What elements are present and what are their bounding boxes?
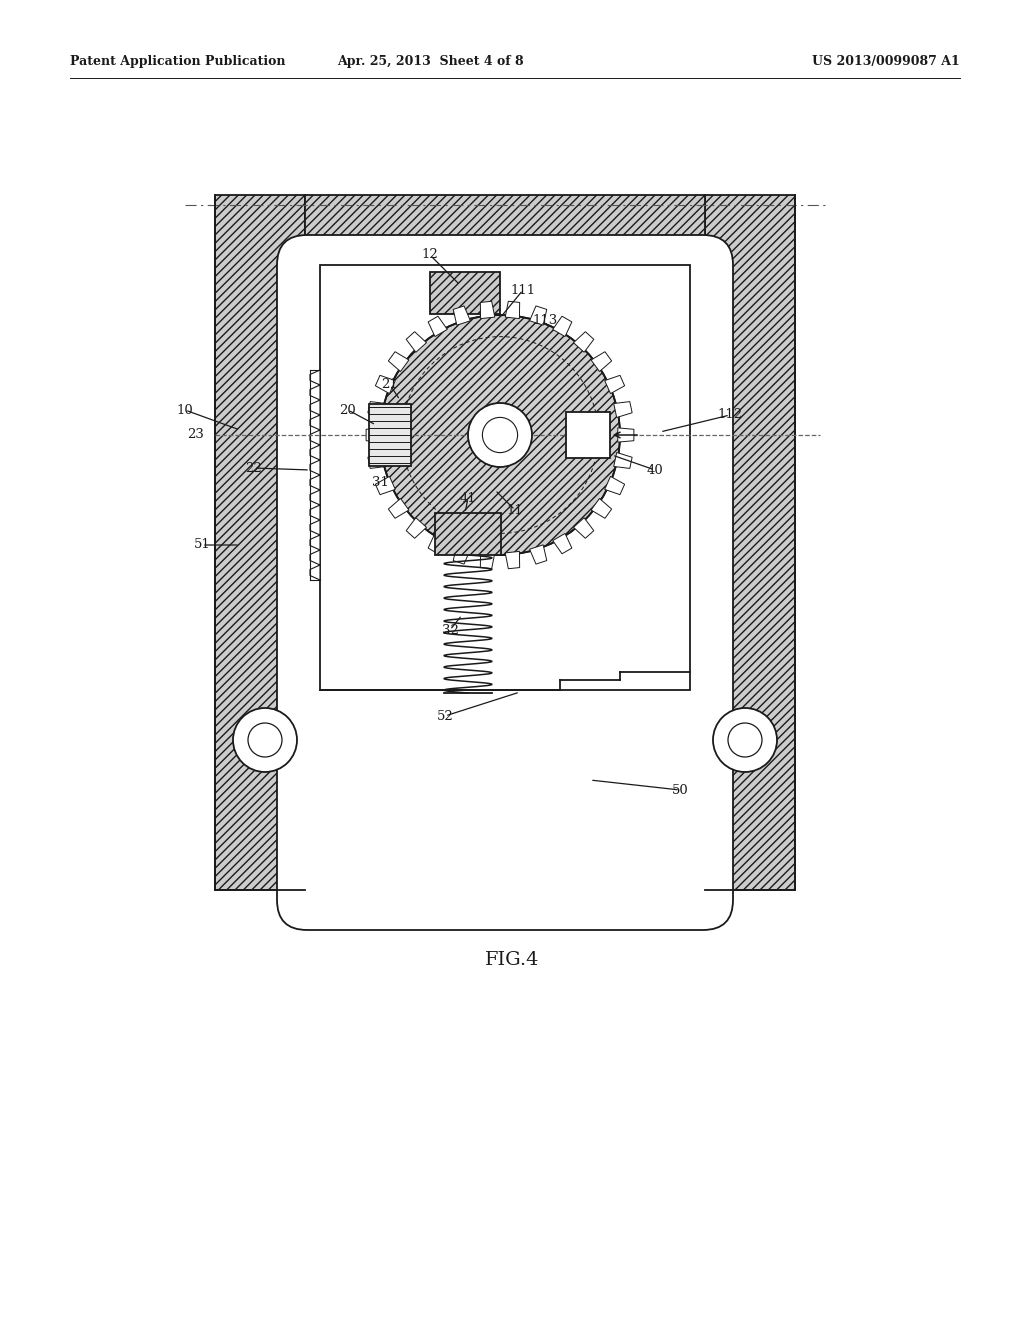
Polygon shape [407, 331, 426, 352]
Polygon shape [428, 533, 447, 554]
Bar [430, 272, 500, 314]
Polygon shape [613, 453, 632, 469]
Polygon shape [310, 370, 319, 385]
Text: 20: 20 [340, 404, 356, 417]
Text: 10: 10 [176, 404, 194, 417]
Bar [305, 195, 705, 271]
Polygon shape [480, 552, 495, 569]
Polygon shape [310, 385, 319, 400]
FancyBboxPatch shape [278, 235, 733, 931]
Polygon shape [310, 490, 319, 506]
Polygon shape [573, 331, 594, 352]
Polygon shape [310, 445, 319, 459]
Bar [369, 404, 411, 466]
Bar [566, 412, 610, 458]
Text: 52: 52 [436, 710, 454, 722]
Text: 113: 113 [532, 314, 558, 326]
Polygon shape [310, 459, 319, 475]
Polygon shape [454, 306, 470, 325]
Text: 11: 11 [507, 503, 523, 516]
Polygon shape [573, 517, 594, 539]
Text: 21: 21 [382, 379, 398, 392]
Text: FIG.4: FIG.4 [484, 950, 540, 969]
Polygon shape [310, 400, 319, 414]
Polygon shape [529, 306, 547, 325]
Polygon shape [310, 430, 319, 445]
Circle shape [233, 708, 297, 772]
Bar [319, 265, 690, 690]
Text: 12: 12 [422, 248, 438, 261]
Polygon shape [310, 535, 319, 550]
Polygon shape [388, 351, 409, 371]
Polygon shape [310, 550, 319, 565]
Polygon shape [367, 428, 382, 442]
Polygon shape [428, 317, 447, 337]
Circle shape [248, 723, 282, 756]
Polygon shape [310, 520, 319, 535]
Circle shape [728, 723, 762, 756]
Text: 22: 22 [246, 462, 262, 474]
Text: 31: 31 [372, 475, 388, 488]
Polygon shape [505, 301, 519, 318]
Text: 23: 23 [187, 429, 205, 441]
Bar [705, 195, 795, 890]
Polygon shape [591, 351, 611, 371]
Circle shape [380, 315, 620, 554]
Polygon shape [613, 401, 632, 417]
Polygon shape [553, 317, 571, 337]
Text: 32: 32 [441, 623, 459, 636]
Polygon shape [605, 375, 625, 393]
Polygon shape [605, 477, 625, 495]
Text: 40: 40 [646, 463, 664, 477]
Polygon shape [368, 401, 386, 417]
Circle shape [482, 417, 517, 453]
Circle shape [468, 403, 532, 467]
Bar [435, 513, 501, 554]
Text: 50: 50 [672, 784, 688, 796]
Circle shape [713, 708, 777, 772]
Polygon shape [376, 477, 395, 495]
Text: 41: 41 [460, 491, 476, 504]
Text: 111: 111 [510, 284, 536, 297]
Polygon shape [529, 545, 547, 564]
Text: US 2013/0099087 A1: US 2013/0099087 A1 [812, 55, 961, 69]
Polygon shape [454, 545, 470, 564]
Polygon shape [368, 453, 386, 469]
Polygon shape [388, 499, 409, 519]
Polygon shape [480, 301, 495, 318]
Text: 112: 112 [718, 408, 742, 421]
Polygon shape [310, 506, 319, 520]
Bar [215, 195, 305, 890]
Text: Patent Application Publication: Patent Application Publication [70, 55, 286, 69]
Polygon shape [407, 517, 426, 539]
Polygon shape [376, 375, 395, 393]
Polygon shape [310, 414, 319, 430]
Polygon shape [591, 499, 611, 519]
Polygon shape [617, 428, 634, 442]
Polygon shape [505, 552, 519, 569]
Polygon shape [553, 533, 571, 554]
Text: Apr. 25, 2013  Sheet 4 of 8: Apr. 25, 2013 Sheet 4 of 8 [337, 55, 523, 69]
Polygon shape [310, 475, 319, 490]
Text: 51: 51 [194, 539, 210, 552]
Polygon shape [310, 565, 319, 579]
